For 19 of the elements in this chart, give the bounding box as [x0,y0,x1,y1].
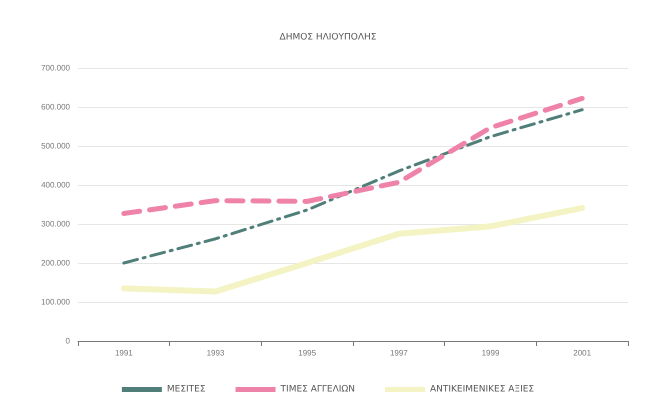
y-tick-label: 200.000 [41,258,71,268]
line-series [122,108,584,264]
x-tick-label: 2001 [573,348,592,358]
x-tick-label: 1993 [206,348,225,358]
y-tick-label: 300.000 [41,220,71,228]
x-tick-label: 1997 [390,348,408,358]
y-tick-label: 0 [66,336,71,346]
y-tick-label: 400.000 [41,180,71,190]
legend-label: ΜΕΣΙΤΕΣ [166,384,206,394]
chart-title: ΔΗΜΟΣ ΗΛΙΟΥΠΟΛΗΣ [280,32,377,42]
legend-label: ΤΙΜΕΣ ΑΓΓΕΛΙΩΝ [280,384,355,394]
x-tick-label: 1999 [482,348,500,358]
y-tick-label: 500.000 [41,142,71,150]
y-tick-label: 600.000 [41,102,71,112]
x-tick-label: 1995 [298,348,317,358]
y-tick-label: 100.000 [41,298,71,306]
y-tick-label: 700.000 [41,64,71,72]
legend-label: ΑΝΤΙΚΕΙΜΕΝΙΚΕΣ ΑΞΙΕΣ [430,384,534,394]
x-tick-label: 1991 [114,348,134,358]
